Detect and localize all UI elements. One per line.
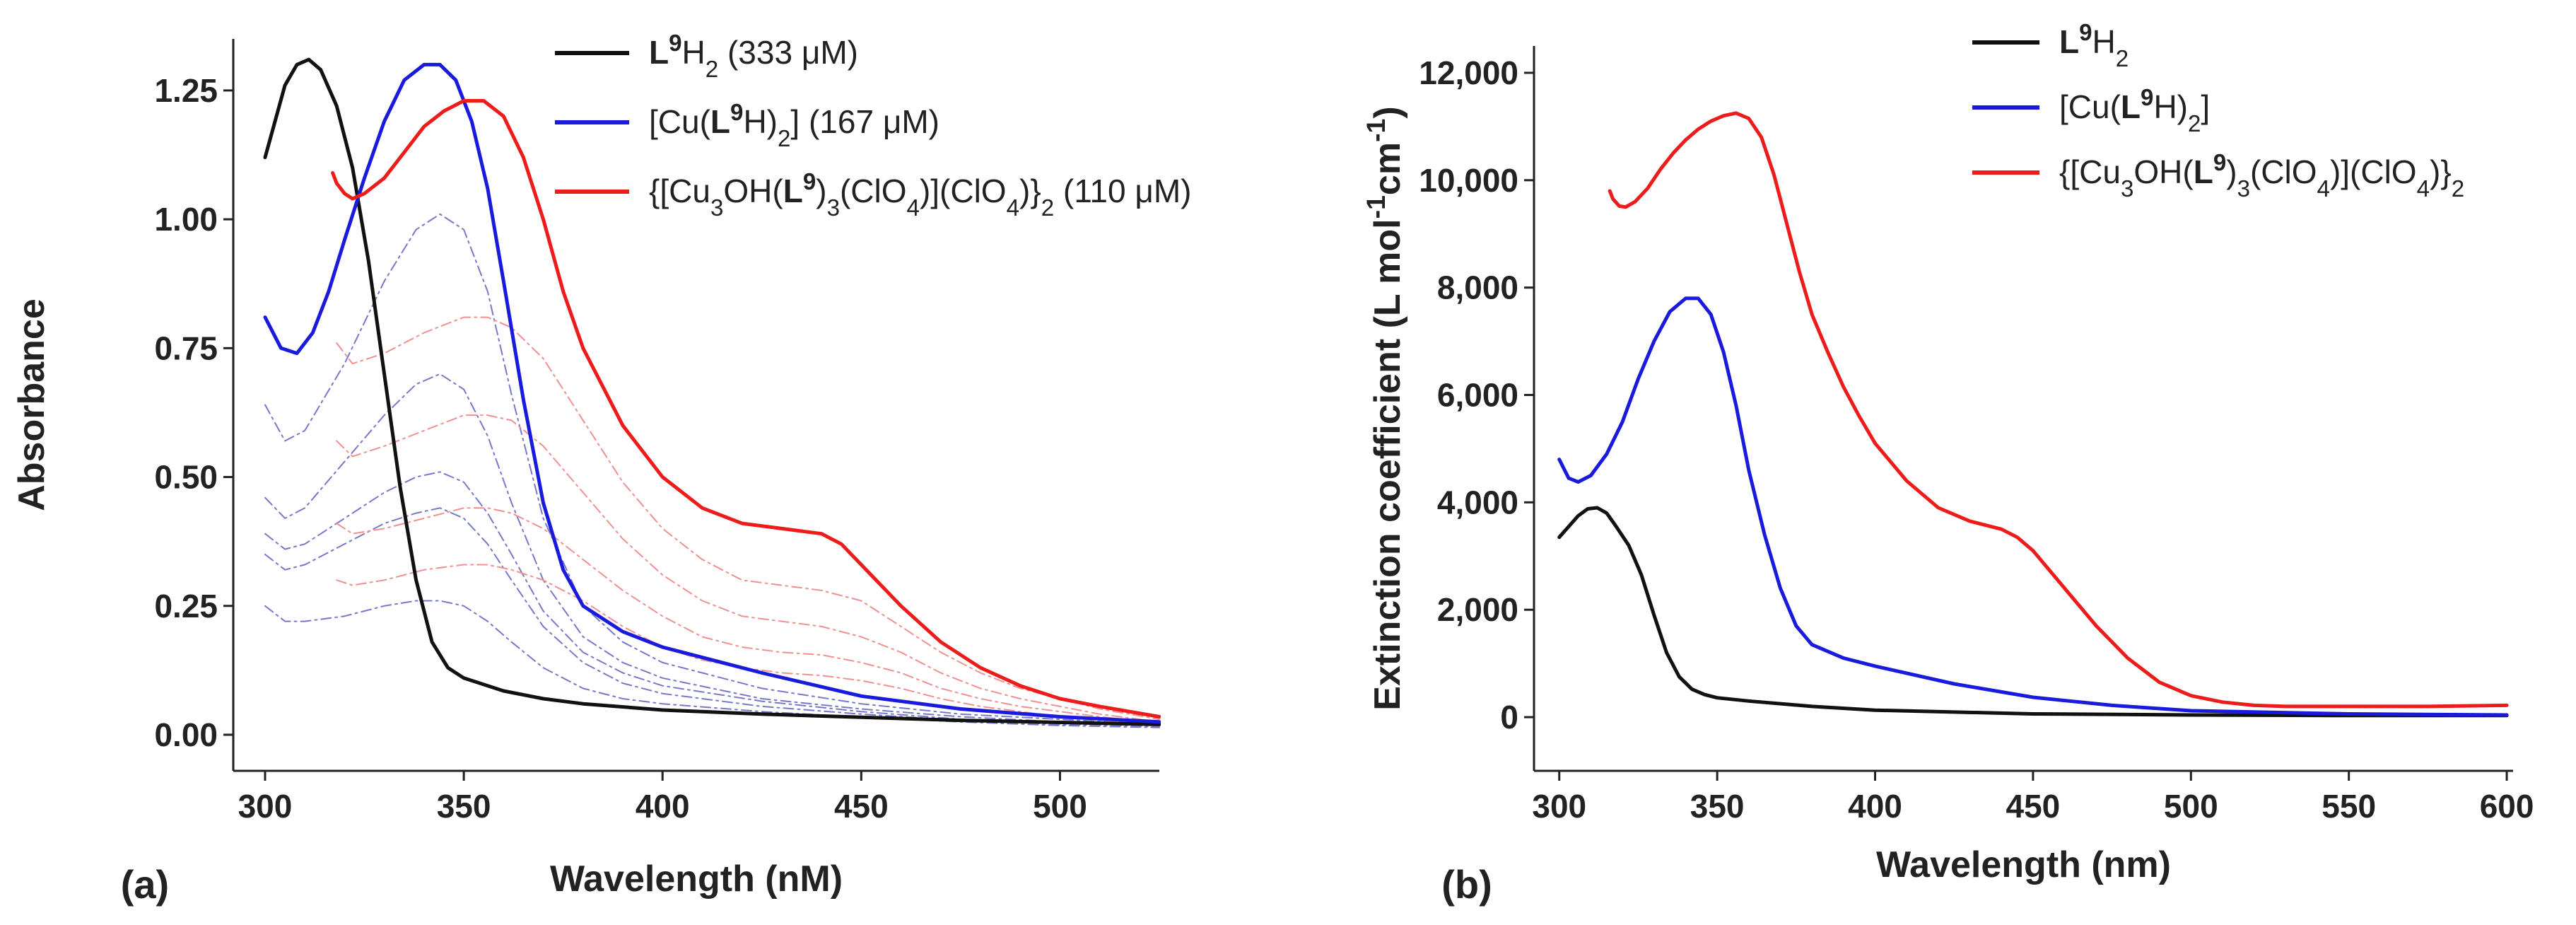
b-series-cu3oh-l9-3-clo4-clo4-2 [1608, 111, 2509, 709]
b-x-tick-label: 500 [2164, 788, 2218, 825]
a-x-tick-label: 500 [1033, 788, 1087, 825]
a-x-axis-title: Wavelength (nM) [550, 859, 843, 900]
b-y-axis-title: Extinction coefficient (L mol-1cm-1) [1361, 106, 1408, 710]
a-series-l9h2-333-m [263, 57, 1161, 726]
b-x-tick-label: 300 [1532, 788, 1586, 825]
a-series-cu-l9h-2-167-m [263, 62, 1161, 724]
panel-a-absorbance-chart: 0.00 0.25 0.50 0.75 1.00 1.25 300 350 400 450 500 W… [11, 30, 1191, 907]
b-series-l9h2 [1557, 506, 2509, 718]
b-y-tick-label: 8,000 [1437, 269, 1518, 306]
a-series-titration-blue-1 [264, 213, 1160, 726]
a-y-tick-label: 1.00 [154, 201, 218, 238]
b-x-tick-label: 350 [1690, 788, 1745, 825]
b-y-tick-label: 0 [1500, 699, 1518, 735]
a-x-tick-label: 450 [834, 788, 889, 825]
a-x-tick-label: 400 [636, 788, 690, 825]
a-series-titration-blue-2 [264, 373, 1160, 726]
a-legend-entry-cu-l9h-2-167-m: [Cu(L9H)2] (167 μM) [555, 100, 939, 152]
a-x-tick-label: 300 [238, 788, 293, 825]
b-x-tick-label: 600 [2480, 788, 2534, 825]
a-y-tick-label: 1.25 [154, 72, 218, 109]
b-x-axis-title: Wavelength (nm) [1876, 844, 2171, 885]
a-y-tick-label: 0.00 [154, 716, 218, 753]
a-series-titration-blue-3 [264, 471, 1160, 726]
b-series-cu-l9h-2 [1557, 296, 2509, 717]
a-series-titration-blue-4 [264, 507, 1160, 728]
a-x-tick-label: 350 [437, 788, 491, 825]
b-x-tick-label: 550 [2322, 788, 2376, 825]
a-y-tick-label: 0.50 [154, 459, 218, 496]
b-x-tick-label: 450 [2006, 788, 2061, 825]
a-legend-label: [Cu(L9H)2] (167 μM) [649, 100, 939, 152]
a-y-tick-label: 0.75 [154, 330, 218, 366]
a-legend-label: L9H2 (333 μM) [649, 30, 858, 83]
b-panel-label: (b) [1441, 862, 1492, 907]
b-y-tick-label: 4,000 [1437, 484, 1518, 520]
panel-b-extinction-chart: 0 2,000 4,000 6,000 8,000 10,000 12,000 300 350 4… [1361, 20, 2534, 907]
a-legend-label: {[Cu3OH(L9)3(ClO4)](ClO4)}2 (110 μM) [649, 169, 1191, 221]
b-legend-label: L9H2 [2059, 20, 2129, 72]
b-legend-label: [Cu(L9H)2] [2059, 85, 2210, 137]
b-legend-entry-cu3oh-l9-3-clo4-clo4-2: {[Cu3OH(L9)3(ClO4)](ClO4)}2 [1972, 150, 2464, 202]
a-series-titration-red-1 [336, 316, 1160, 721]
b-x-tick-label: 400 [1848, 788, 1902, 825]
a-y-tick-label: 0.25 [154, 588, 218, 624]
b-y-tick-label: 6,000 [1437, 377, 1518, 414]
a-legend-entry-cu3oh-l9-3-clo4-clo4-2-110-m: {[Cu3OH(L9)3(ClO4)](ClO4)}2 (110 μM) [555, 169, 1191, 221]
b-legend-entry-l9h2: L9H2 [1972, 20, 2129, 72]
a-series-titration-red-2 [336, 414, 1160, 723]
a-y-axis-title: Absorbance [11, 298, 52, 511]
b-y-tick-label: 12,000 [1419, 54, 1518, 91]
b-y-tick-label: 10,000 [1419, 162, 1518, 199]
a-series-cu3oh-l9-3-clo4-clo4-2-110-m [331, 99, 1161, 719]
b-legend-entry-cu-l9h-2: [Cu(L9H)2] [1972, 85, 2210, 137]
a-legend-entry-l9h2-333-m: L9H2 (333 μM) [555, 30, 858, 83]
a-panel-label: (a) [121, 862, 169, 907]
b-y-tick-label: 2,000 [1437, 591, 1518, 628]
b-legend-label: {[Cu3OH(L9)3(ClO4)](ClO4)}2 [2059, 150, 2464, 202]
a-series-titration-blue-5 [264, 600, 1160, 728]
a-series-titration-red-4 [336, 564, 1160, 726]
a-series-titration-red-3 [336, 507, 1160, 724]
